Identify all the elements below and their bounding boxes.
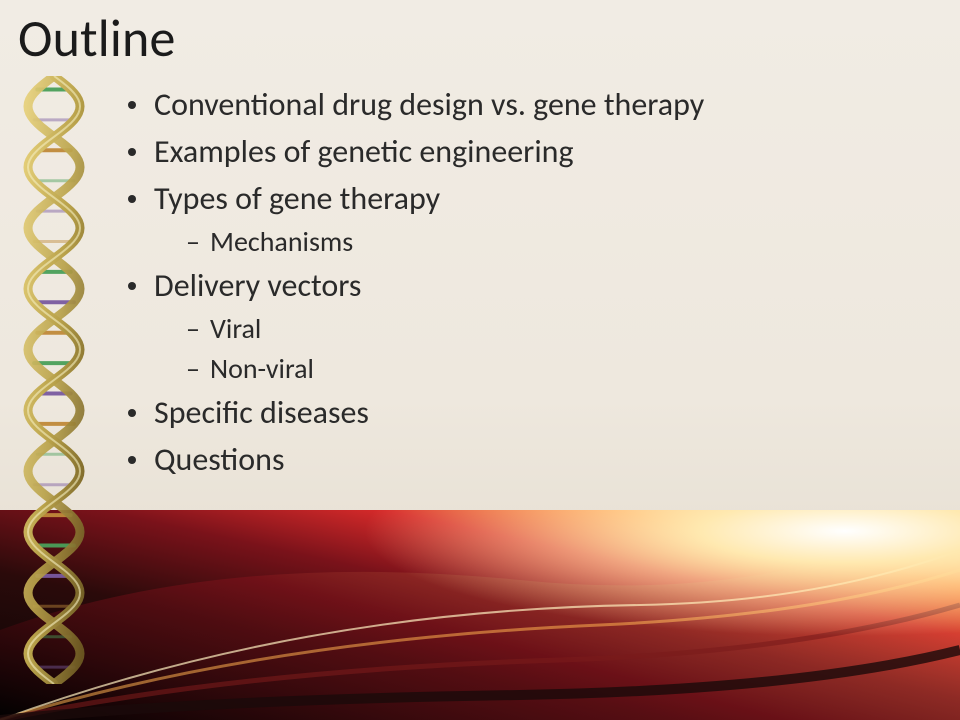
slide-title: Outline [18,6,176,70]
outline-item-text: Types of gene therapy [154,179,440,218]
outline-item: Conventional drug design vs. gene therap… [120,84,900,127]
outline-level1: Conventional drug design vs. gene therap… [120,84,900,481]
outline-subitem-text: Viral [210,311,261,346]
outline-subitem-text: Mechanisms [210,224,353,259]
outline-item: Questions [120,439,900,482]
outline-level2: Viral Non-viral [154,310,900,388]
outline-level2: Mechanisms [154,223,900,261]
outline-item: Delivery vectors Viral Non-viral [120,265,900,388]
dna-helix-graphic [14,76,94,684]
background-artwork [0,510,960,720]
outline-item-text: Delivery vectors [154,266,361,305]
outline-item: Examples of genetic engineering [120,131,900,174]
outline-subitem: Mechanisms [154,223,900,261]
outline-item: Types of gene therapy Mechanisms [120,178,900,261]
outline-item-text: Specific diseases [154,393,369,432]
outline-item-text: Conventional drug design vs. gene therap… [154,85,704,124]
outline-subitem-text: Non-viral [210,351,314,386]
outline-item-text: Questions [154,440,284,479]
outline-subitem: Non-viral [154,350,900,388]
outline-list: Conventional drug design vs. gene therap… [120,84,900,485]
outline-item: Specific diseases [120,392,900,435]
outline-subitem: Viral [154,310,900,348]
outline-item-text: Examples of genetic engineering [154,132,574,171]
